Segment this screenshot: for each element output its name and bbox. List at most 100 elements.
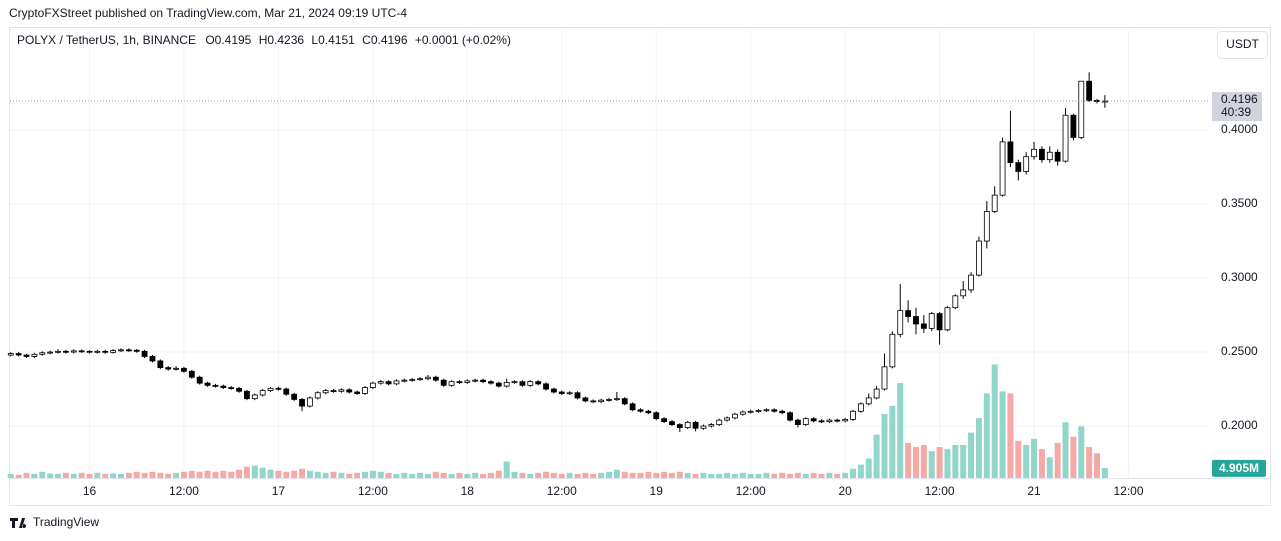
candle-body [1086,80,1093,101]
candle-body [787,412,793,421]
volume-bar [692,473,699,478]
currency-label[interactable]: USDT [1226,37,1259,51]
volume-bar [409,473,416,478]
volume-bar [826,472,833,478]
x-tick-label: 21 [1027,484,1041,498]
candle-body [881,366,888,390]
candle-body [259,390,266,396]
volume-bar [346,473,353,478]
candle-body [47,351,54,354]
candle-body [999,141,1006,196]
candle-body [464,380,471,383]
candle-body [62,350,69,353]
volume-bar [456,472,463,478]
candle-body [181,367,187,372]
volume-bar [401,472,408,478]
volume-bar [1070,436,1077,478]
candle-body [228,387,235,389]
candle-body [78,350,85,353]
candle-body [456,381,463,384]
volume-bar [361,471,368,478]
volume-bar [180,471,187,478]
candle-body [15,353,22,356]
volume-bar [558,473,565,478]
volume-bar [149,471,156,478]
candle-body [897,310,904,335]
x-tick-label: 12:00 [169,484,199,498]
candle-body [905,310,912,317]
volume-bar [141,472,148,478]
candle-body [70,350,77,353]
candle-body [23,354,30,357]
candle-body [86,350,93,353]
candle-body [795,419,801,425]
volume-bar [543,471,550,478]
volume-bar [983,393,990,478]
candle-body [503,381,510,387]
volume-bar [338,472,345,478]
candle-body [606,399,612,401]
candle-body [31,353,38,357]
volume-bar [39,471,46,478]
volume-bar [1023,444,1030,478]
volume-bar [125,472,132,478]
candle-body [865,397,872,405]
y-tick-label: 0.3000 [1221,270,1258,284]
volume-bar [70,473,77,478]
candle-body [684,421,691,428]
candle-body [983,211,990,242]
volume-bar [188,470,195,478]
volume-bar [747,473,754,478]
volume-bar [842,472,849,478]
candle-body [889,333,896,368]
volume-bar [818,473,825,478]
candle-body [417,378,423,381]
volume-bar [259,467,266,478]
candle-body [834,419,841,422]
candle-body [267,387,274,391]
volume-bar [834,473,841,478]
candle-body [385,381,392,385]
candle-body [157,360,164,368]
volume-bar [15,474,22,478]
candle-body [188,370,195,378]
volume-label-box [1212,459,1266,477]
currency-button[interactable]: USDT [1217,31,1268,59]
volume-bar [94,472,101,478]
volume-bar [519,472,526,478]
volume-bar [810,472,817,478]
volume-bar [527,473,534,478]
candle-body [716,419,723,425]
candle-body [425,376,431,380]
volume-bar [873,434,880,478]
candle-body [700,425,707,429]
candle-body [173,367,179,370]
volume-bar [354,472,361,478]
volume-bar [283,471,290,478]
candle-body [1054,151,1061,162]
volume-bar [267,469,274,478]
volume-bar [424,473,431,478]
volume-bar [731,473,738,478]
ohlc-value: 0.4236 [267,33,304,47]
currency-button-box[interactable] [1217,31,1268,59]
candle-body [338,389,345,392]
volume-bar [220,470,227,478]
volume-bar [204,470,211,478]
legend: POLYX / TetherUS, 1h, BINANCE O0.4195 H0… [17,33,511,47]
volume-bar [472,472,479,478]
volume-bar [369,470,376,478]
countdown-label: 40:39 [1221,105,1251,119]
candle-body [204,382,211,386]
candle-body [613,398,620,401]
volume-bar [999,391,1006,478]
candle-body [306,397,313,407]
candle-body [519,381,526,386]
candle-body [747,410,754,413]
brand: TradingView [10,515,99,529]
volume-bar [802,473,809,478]
volume-bar [102,473,109,478]
candle-body [708,424,715,427]
candle-body [566,392,573,395]
